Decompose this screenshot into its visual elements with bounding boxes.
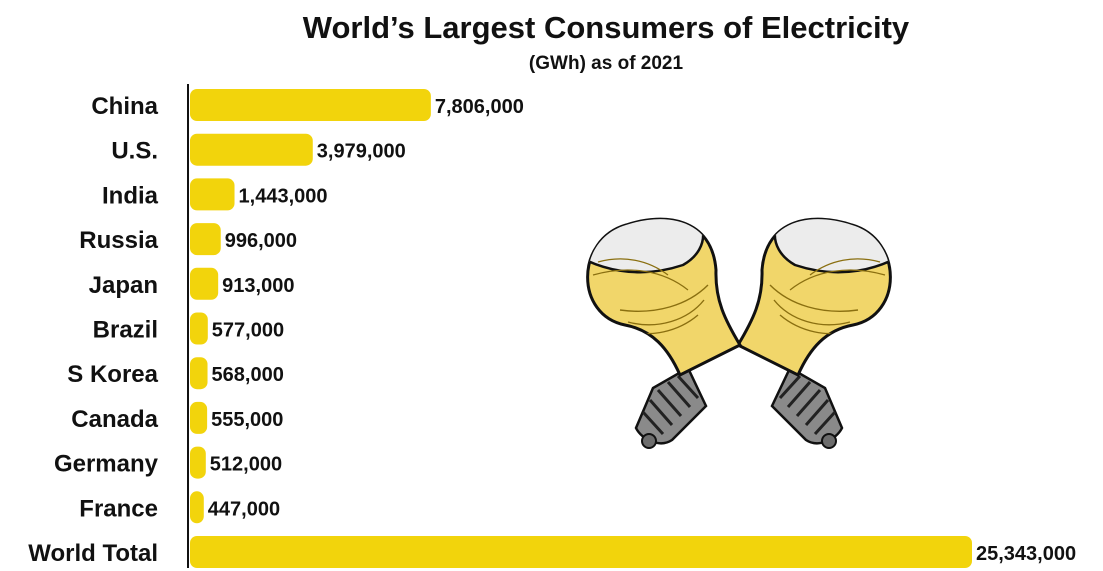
bar-brazil (190, 312, 208, 345)
category-label: Canada (71, 406, 158, 433)
category-label: Russia (79, 227, 158, 254)
category-label: China (91, 93, 158, 120)
category-label: France (79, 495, 158, 522)
value-label: 913,000 (222, 275, 294, 297)
value-label: 568,000 (212, 364, 284, 386)
value-label: 7,806,000 (435, 96, 524, 118)
bar-u-s (190, 133, 313, 166)
category-label: India (102, 182, 159, 209)
bar-s-korea (190, 357, 208, 390)
value-label: 447,000 (208, 498, 280, 520)
category-label: Germany (54, 451, 159, 478)
value-label: 996,000 (225, 230, 297, 252)
bulb-right-screw-base (770, 366, 844, 449)
bar-canada (190, 401, 208, 434)
value-label: 3,979,000 (317, 141, 406, 163)
chart-title: World’s Largest Consumers of Electricity (303, 10, 910, 45)
chart-subtitle: (GWh) as of 2021 (529, 53, 684, 74)
bulb-left-screw-base (634, 366, 708, 449)
value-label: 512,000 (210, 454, 282, 476)
bar-france (190, 491, 204, 524)
bar-world-total (190, 536, 972, 568)
bars-layer: China 7,806,000 U.S. 3,979,000 India 1,443,00… (28, 89, 1076, 568)
category-label: Brazil (93, 317, 158, 344)
bar-germany (190, 446, 206, 479)
bar-india (190, 178, 235, 211)
bulb-left (586, 217, 743, 449)
value-label: 555,000 (211, 409, 283, 431)
bar-russia (190, 223, 221, 256)
light-bulbs-illustration (586, 217, 892, 449)
value-label: 25,343,000 (976, 543, 1076, 565)
value-label: 577,000 (212, 320, 284, 342)
category-label: World Total (28, 540, 158, 567)
category-label: U.S. (111, 138, 158, 165)
bar-japan (190, 267, 219, 300)
value-label: 1,443,000 (239, 185, 328, 207)
category-label: Japan (89, 272, 158, 299)
bar-china (190, 89, 431, 121)
category-label: S Korea (67, 361, 158, 388)
bulb-right (735, 217, 892, 449)
